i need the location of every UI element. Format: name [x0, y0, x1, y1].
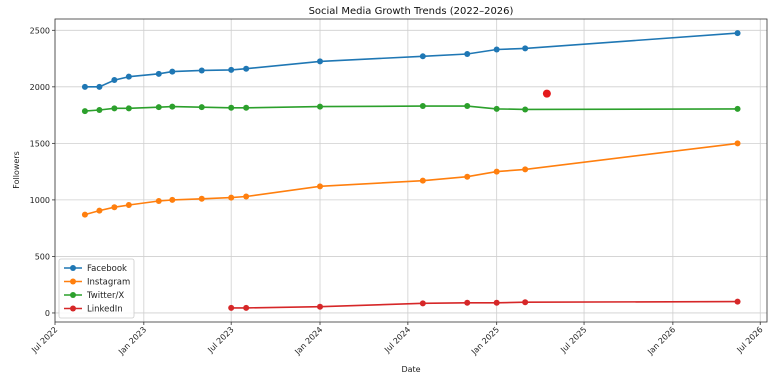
legend-marker-facebook — [70, 265, 76, 271]
data-point-facebook — [734, 30, 741, 37]
legend-label-instagram: Instagram — [87, 278, 130, 288]
x-tick-label: Jul 2023 — [206, 325, 236, 355]
data-point-facebook — [198, 67, 205, 74]
data-point-facebook — [125, 73, 132, 80]
series-twitter-x — [81, 103, 741, 115]
data-point-instagram — [96, 207, 103, 214]
x-axis: Jul 2022 Jan 2023 Jul 2023 Jan 2024 Jul 2024… — [29, 322, 765, 357]
legend-marker-twitter-x — [70, 292, 76, 298]
data-point-facebook — [228, 66, 235, 73]
x-tick-label: Jul 2022 — [29, 325, 59, 355]
data-point-instagram — [734, 140, 741, 147]
series-line-linkedin — [231, 300, 738, 309]
data-point-twitter-x — [464, 103, 471, 110]
legend-label-facebook: Facebook — [87, 264, 127, 274]
data-point-instagram — [155, 198, 162, 205]
data-point-linkedin — [243, 304, 250, 311]
data-point-twitter-x — [734, 105, 741, 112]
data-point-facebook — [111, 77, 118, 84]
data-point-facebook — [522, 45, 529, 52]
x-tick-label: Jul 2025 — [558, 325, 588, 355]
data-point-twitter-x — [111, 105, 118, 112]
series-line-instagram — [84, 142, 738, 216]
data-point-twitter-x — [155, 104, 162, 111]
data-point-instagram — [198, 195, 205, 202]
data-point-facebook — [317, 58, 324, 65]
data-point-facebook — [155, 70, 162, 77]
x-tick-label: Jan 2026 — [645, 325, 677, 357]
data-point-twitter-x — [169, 103, 176, 110]
legend-marker-instagram — [70, 278, 76, 285]
data-point-linkedin — [734, 298, 741, 305]
x-tick-label: Jul 2026 — [735, 325, 765, 355]
grid — [54, 19, 767, 322]
y-tick-label: 2500 — [30, 26, 50, 35]
data-point-linkedin — [228, 304, 235, 311]
outlier-point — [542, 89, 551, 98]
legend-marker-linkedin — [70, 305, 76, 312]
data-point-twitter-x — [317, 103, 324, 110]
y-tick-label: 1000 — [30, 196, 50, 205]
data-point-instagram — [111, 204, 118, 211]
data-point-twitter-x — [198, 104, 205, 111]
data-point-linkedin — [317, 303, 324, 310]
data-point-facebook — [169, 68, 176, 75]
data-point-twitter-x — [493, 105, 500, 112]
data-point-instagram — [81, 211, 88, 218]
legend: Facebook Instagram Twitter/X LinkedIn — [58, 258, 135, 319]
legend-label-twitter-x: Twitter/X — [86, 291, 124, 301]
y-tick-label: 0 — [45, 309, 50, 318]
data-point-twitter-x — [81, 108, 88, 115]
legend-box — [58, 258, 135, 319]
data-point-instagram — [493, 168, 500, 175]
series-line-twitter-x — [84, 105, 738, 112]
series-layer — [81, 30, 741, 311]
y-tick-label: 2000 — [30, 83, 50, 92]
data-point-instagram — [522, 166, 529, 173]
data-point-linkedin — [493, 299, 500, 306]
data-point-instagram — [317, 183, 324, 190]
data-point-linkedin — [522, 299, 529, 306]
data-point-instagram — [464, 173, 471, 180]
extra-points — [542, 89, 551, 98]
data-point-instagram — [169, 196, 176, 203]
data-point-facebook — [464, 51, 471, 58]
data-point-instagram — [419, 177, 426, 184]
data-point-facebook — [493, 46, 500, 53]
data-point-facebook — [96, 83, 103, 90]
chart-title: Social Media Growth Trends (2022–2026) — [309, 6, 514, 17]
data-point-facebook — [243, 65, 250, 72]
data-point-twitter-x — [522, 106, 529, 113]
data-point-twitter-x — [243, 104, 250, 111]
data-point-twitter-x — [96, 107, 103, 114]
series-line-facebook — [84, 32, 738, 88]
legend-label-linkedin: LinkedIn — [87, 305, 123, 315]
x-tick-label: Jan 2024 — [292, 325, 324, 357]
data-point-twitter-x — [228, 104, 235, 111]
data-point-linkedin — [419, 300, 426, 307]
y-axis: 0 500 1000 1500 2000 2500 — [30, 26, 55, 318]
series-facebook — [81, 30, 741, 90]
data-point-facebook — [81, 83, 88, 90]
series-instagram — [81, 140, 741, 218]
series-linkedin — [228, 298, 741, 311]
x-tick-label: Jan 2025 — [469, 325, 501, 357]
y-axis-label: Followers — [12, 151, 21, 188]
data-point-instagram — [243, 193, 250, 200]
data-point-instagram — [228, 194, 235, 201]
data-point-facebook — [419, 53, 426, 60]
y-tick-label: 1500 — [30, 139, 50, 148]
x-tick-label: Jan 2023 — [116, 325, 148, 357]
x-tick-label: Jul 2024 — [382, 325, 412, 355]
data-point-twitter-x — [419, 103, 426, 110]
plot-frame — [54, 18, 768, 323]
data-point-linkedin — [464, 299, 471, 306]
x-axis-label: Date — [401, 365, 420, 374]
y-tick-label: 500 — [35, 252, 50, 261]
data-point-twitter-x — [125, 105, 132, 112]
data-point-instagram — [125, 201, 132, 208]
